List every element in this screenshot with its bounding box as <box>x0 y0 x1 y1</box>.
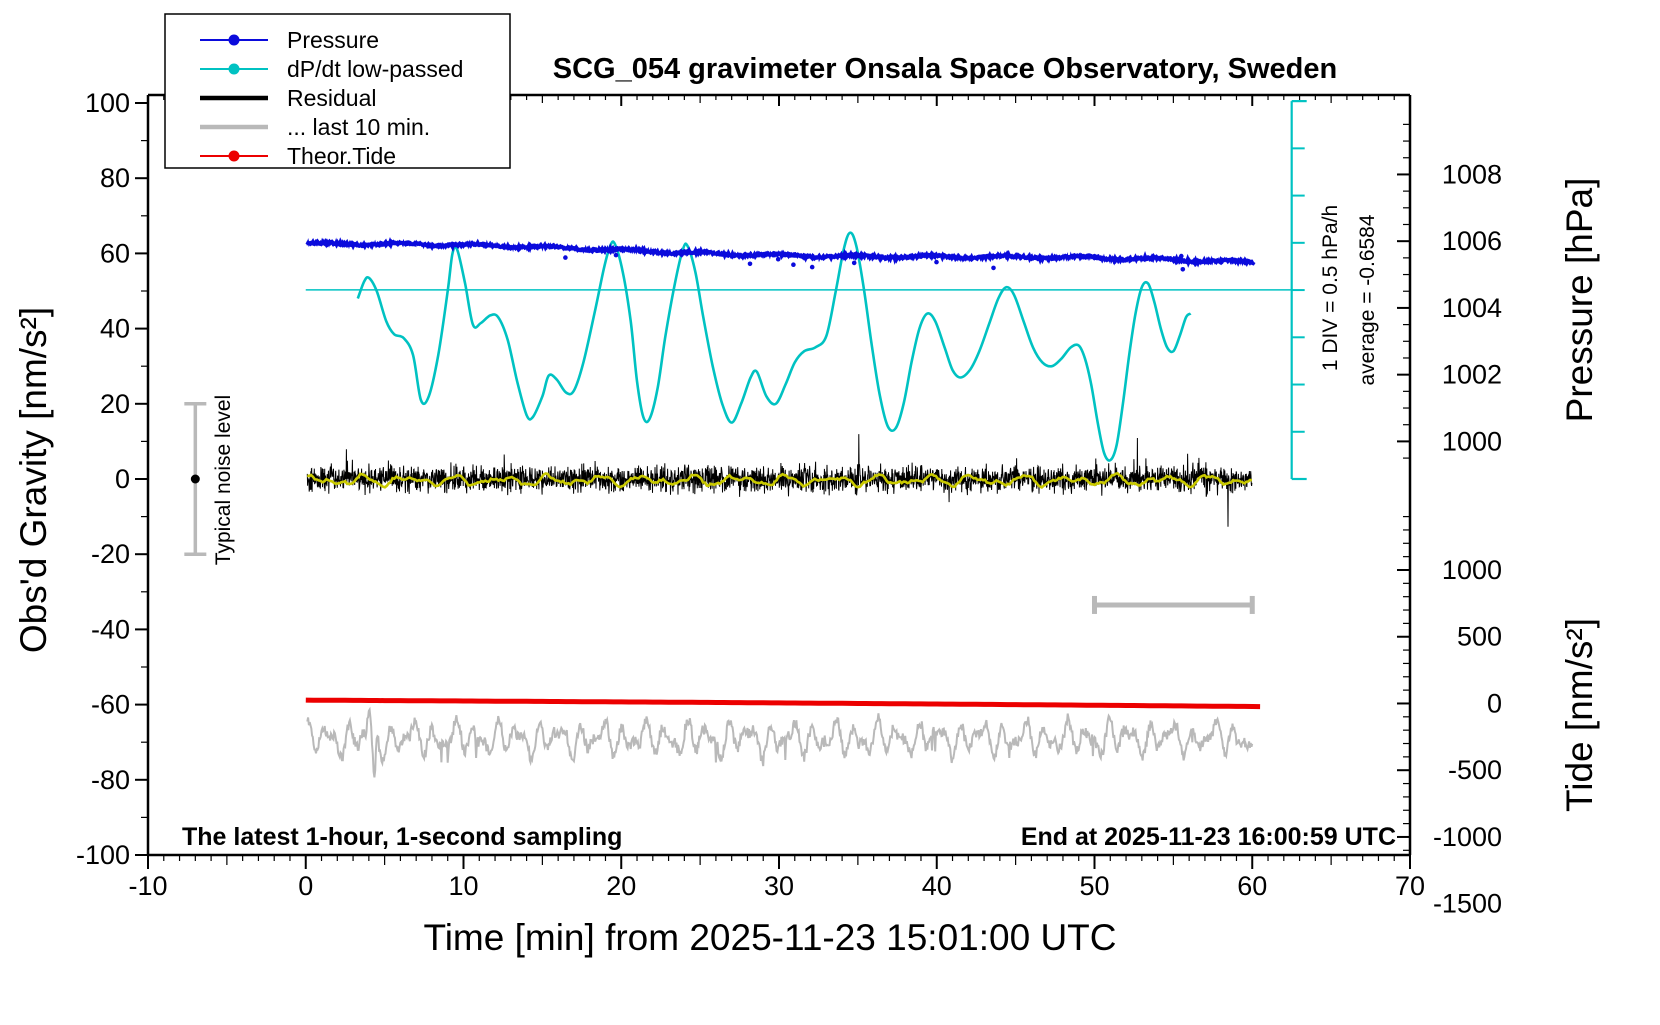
div-scale-note: 1 DIV = 0.5 hPa/h <box>1319 205 1342 371</box>
gravity-tick-label: 80 <box>100 163 130 193</box>
legend-label-pressure: Pressure <box>287 27 379 53</box>
dpdt-div-scale-bar <box>1290 100 1307 481</box>
x-tick-label: 10 <box>448 871 478 901</box>
pressure-tick-label: 1002 <box>1442 360 1502 390</box>
tide-tick-label: 0 <box>1487 688 1502 718</box>
typical-noise-errorbar <box>184 402 207 556</box>
legend-item-last10: ... last 10 min. <box>200 114 430 140</box>
sampling-note: The latest 1-hour, 1-second sampling <box>182 823 622 851</box>
x-tick-label: 70 <box>1395 871 1425 901</box>
x-axis-title: Time [min] from 2025-11-23 15:01:00 UTC <box>423 917 1116 958</box>
pressure-tick-label: 1006 <box>1442 226 1502 256</box>
theor-tide-series <box>305 697 1261 710</box>
y-axis-title-pressure: Pressure [hPa] <box>1559 178 1600 423</box>
tide-tick-label: -500 <box>1448 755 1502 785</box>
legend-label-last10: ... last 10 min. <box>287 114 430 140</box>
legend-label-residual: Residual <box>287 85 377 111</box>
x-tick-label: 30 <box>764 871 794 901</box>
gravity-tick-label: -20 <box>91 539 130 569</box>
legend-marker-tide <box>228 150 240 162</box>
dpdt-lowpassed-curve <box>356 231 1192 462</box>
y-axis-title-tide: Tide [nm/s²] <box>1559 618 1600 812</box>
gravity-tick-label: 0 <box>115 464 130 494</box>
pressure-series-fuzz <box>306 237 1254 267</box>
x-tick-label: 60 <box>1237 871 1267 901</box>
gravity-tick-label: 40 <box>100 314 130 344</box>
residual-series <box>306 434 1253 527</box>
legend: Pressure dP/dt low-passed Residual ... l… <box>164 13 511 169</box>
typical-noise-label: Typical noise level <box>212 395 235 565</box>
gravity-tick-label: -100 <box>76 840 130 870</box>
pressure-tick-label: 1008 <box>1442 159 1502 189</box>
gravity-tick-label: -80 <box>91 765 130 795</box>
pressure-outlier-dots <box>563 252 1186 272</box>
gravity-tick-label: 20 <box>100 389 130 419</box>
legend-label-tide: Theor.Tide <box>287 143 396 169</box>
average-note: average = -0.6584 <box>1356 214 1379 385</box>
legend-item-dpdt: dP/dt low-passed <box>200 56 463 82</box>
series-layer <box>184 100 1307 778</box>
x-tick-label: 20 <box>606 871 636 901</box>
legend-marker-dpdt <box>228 63 240 75</box>
residual-last10-series <box>306 706 1254 778</box>
tide-tick-label: 1000 <box>1442 555 1502 585</box>
last10-span-bar <box>1092 595 1255 614</box>
x-tick-label: 0 <box>298 871 313 901</box>
x-tick-label: 40 <box>922 871 952 901</box>
gravity-tick-label: 60 <box>100 238 130 268</box>
legend-marker-pressure <box>228 34 240 46</box>
pressure-tick-label: 1004 <box>1442 293 1502 323</box>
y-axis-title-gravity: Obs'd Gravity [nm/s²] <box>13 307 54 653</box>
legend-label-dpdt: dP/dt low-passed <box>287 56 463 82</box>
x-tick-label: 50 <box>1079 871 1109 901</box>
x-tick-label: -10 <box>128 871 167 901</box>
legend-item-residual: Residual <box>200 85 377 111</box>
legend-item-tide: Theor.Tide <box>200 143 396 169</box>
end-time-note: End at 2025-11-23 16:00:59 UTC <box>1021 823 1396 851</box>
axes-layer: -10 0 10 20 30 40 50 60 70100806040200-20-40-60-… <box>76 88 1502 919</box>
chart-title: SCG_054 gravimeter Onsala Space Observat… <box>553 53 1337 85</box>
tide-tick-label: -1500 <box>1433 889 1502 919</box>
tide-tick-label: -1000 <box>1433 822 1502 852</box>
gravity-tick-label: 100 <box>85 88 130 118</box>
legend-item-pressure: Pressure <box>200 27 379 53</box>
gravity-tick-label: -40 <box>91 614 130 644</box>
pressure-tick-label: 1000 <box>1442 426 1502 456</box>
tide-tick-label: 500 <box>1457 622 1502 652</box>
gravity-tick-label: -60 <box>91 690 130 720</box>
residual-smoothed-series <box>307 471 1253 489</box>
